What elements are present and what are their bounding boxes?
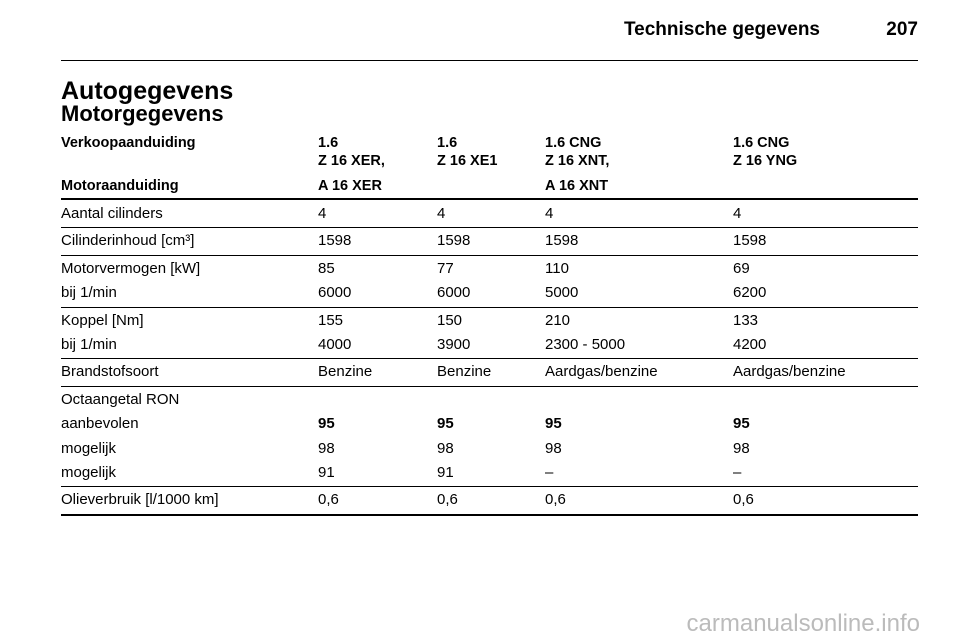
row-label: mogelijk (61, 439, 117, 457)
page-number: 207 (886, 19, 918, 40)
row-value: 6200 (733, 284, 767, 302)
row-label: Octaangetal RON (61, 390, 180, 408)
watermark: carmanualsonline.info (686, 610, 920, 637)
row-value: 4 (318, 205, 327, 222)
row-value: 2300 - 5000 (545, 336, 626, 353)
row-value: 3900 (437, 336, 471, 353)
row-value: 95 (733, 415, 750, 433)
row-value: 95 (545, 415, 562, 433)
row-value: 6000 (318, 284, 352, 302)
row-value: 95 (437, 415, 454, 433)
header-cell: 1.6 CNG (733, 135, 790, 151)
row-value: 98 (733, 439, 750, 457)
row-value: 155 (318, 311, 344, 329)
header-rule (61, 60, 918, 61)
row-value: 4200 (733, 336, 767, 353)
row-value: Aardgas/benzine (545, 363, 658, 381)
row-value: 4 (733, 205, 742, 222)
row-value: Aardgas/benzine (733, 363, 846, 381)
row-value: 1598 (437, 232, 471, 250)
row-value: Benzine (318, 363, 373, 381)
row-value: 5000 (545, 284, 579, 302)
header-cell: A 16 XNT (545, 178, 609, 194)
header-cell: A 16 XER (318, 178, 382, 194)
row-value: – (545, 464, 554, 481)
row-value: 4 (437, 205, 446, 222)
row-value: 95 (318, 415, 335, 433)
header-cell: 1.6 (318, 135, 339, 151)
row-value: 77 (437, 259, 454, 277)
header-cell: 1.6 CNG (545, 135, 602, 151)
section-title: Autogegevens (61, 77, 234, 105)
row-value: 1598 (545, 232, 579, 250)
row-value: 0,6 (733, 491, 754, 509)
row-value: 0,6 (318, 491, 339, 509)
row-value: 98 (437, 439, 454, 457)
table-rule (61, 306, 918, 308)
table-rule (61, 254, 918, 256)
row-label: bij 1/min (61, 336, 117, 353)
row-label: Motorvermogen [kW] (61, 259, 201, 277)
row-label: Koppel [Nm] (61, 311, 144, 329)
header-title: Technische gegevens (623, 19, 820, 40)
row-value: 4000 (318, 336, 352, 353)
header-cell: Z 16 XER, (318, 153, 385, 169)
row-value: 91 (318, 464, 335, 481)
row-value: Benzine (437, 363, 492, 381)
header-label: Verkoopaanduiding (61, 135, 196, 151)
row-label: Cilinderinhoud [cm³] (61, 232, 195, 250)
subsection-title: Motorgegevens (61, 101, 224, 126)
header-cell: Z 16 YNG (733, 153, 798, 169)
row-value: 133 (733, 311, 759, 329)
row-value: 6000 (437, 284, 471, 302)
row-label: Brandstofsoort (61, 363, 159, 381)
header-cell: Z 16 XNT, (545, 153, 610, 169)
table-rule (61, 358, 918, 360)
table-rule (61, 385, 918, 387)
row-label: Aantal cilinders (61, 205, 163, 222)
row-value: 4 (545, 205, 554, 222)
row-value: 98 (545, 439, 562, 457)
row-value: 0,6 (545, 491, 566, 509)
row-value: 210 (545, 311, 571, 329)
row-value: 98 (318, 439, 335, 457)
row-value: 0,6 (437, 491, 458, 509)
header-label: Motoraanduiding (61, 178, 179, 194)
row-value: 150 (437, 311, 463, 329)
row-label: mogelijk (61, 464, 117, 481)
table-rule (61, 198, 918, 200)
row-label: aanbevolen (61, 415, 139, 433)
row-value: 85 (318, 259, 335, 277)
row-value: 69 (733, 259, 750, 277)
row-label: Olieverbruik [l/1000 km] (61, 491, 219, 509)
table-rule (61, 486, 918, 488)
header-cell: 1.6 (437, 135, 458, 151)
row-label: bij 1/min (61, 284, 117, 302)
row-value: 91 (437, 464, 454, 481)
table-rule (61, 227, 918, 229)
row-value: 1598 (733, 232, 767, 250)
row-value: 110 (545, 259, 569, 277)
table-rule (61, 513, 918, 516)
row-value: – (733, 464, 742, 481)
row-value: 1598 (318, 232, 352, 250)
header-cell: Z 16 XE1 (437, 153, 498, 169)
